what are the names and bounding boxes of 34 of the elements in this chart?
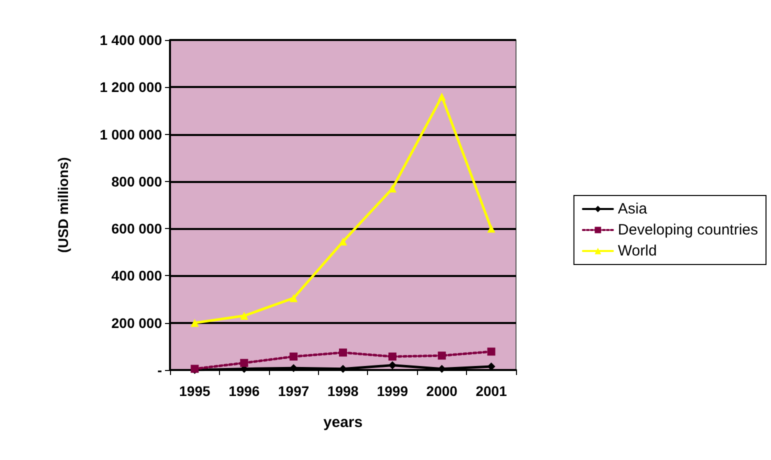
point bbox=[487, 348, 496, 356]
y-tick-label: 1 400 000 bbox=[100, 32, 162, 48]
x-tick-label: 2000 bbox=[426, 383, 458, 399]
y-tick-label: 400 000 bbox=[111, 268, 162, 284]
y-tick-label: 600 000 bbox=[111, 220, 162, 237]
legend-label: Asia bbox=[618, 200, 648, 218]
point bbox=[240, 312, 248, 320]
y-tick-label: 1 000 000 bbox=[100, 126, 162, 142]
x-tick-label: 1996 bbox=[228, 383, 260, 399]
legend-label: Developing countries bbox=[618, 222, 758, 238]
y-tick-label: - bbox=[157, 362, 162, 378]
y-tick-label: 1 200 000 bbox=[100, 79, 162, 96]
x-axis-title: years bbox=[323, 414, 363, 431]
x-tick-label: 1998 bbox=[327, 383, 359, 399]
point bbox=[290, 294, 298, 302]
point bbox=[339, 238, 347, 246]
point bbox=[190, 318, 199, 327]
point bbox=[388, 352, 396, 361]
point bbox=[438, 92, 446, 101]
legend-label: World bbox=[618, 242, 657, 260]
x-tick-label: 1999 bbox=[376, 383, 408, 399]
point bbox=[240, 358, 248, 367]
x-tick-label: 1997 bbox=[278, 383, 310, 399]
y-axis-title: (USD millions) bbox=[55, 157, 71, 253]
point bbox=[388, 361, 396, 370]
y-tick-label: 200 000 bbox=[111, 314, 162, 331]
point bbox=[290, 352, 298, 361]
x-tick-label: 2001 bbox=[476, 383, 508, 399]
y-tick-label: 800 000 bbox=[111, 173, 162, 190]
x-tick-label: 1995 bbox=[179, 383, 210, 399]
point bbox=[339, 364, 347, 373]
point bbox=[339, 348, 347, 357]
point bbox=[438, 352, 446, 360]
point bbox=[487, 224, 496, 233]
